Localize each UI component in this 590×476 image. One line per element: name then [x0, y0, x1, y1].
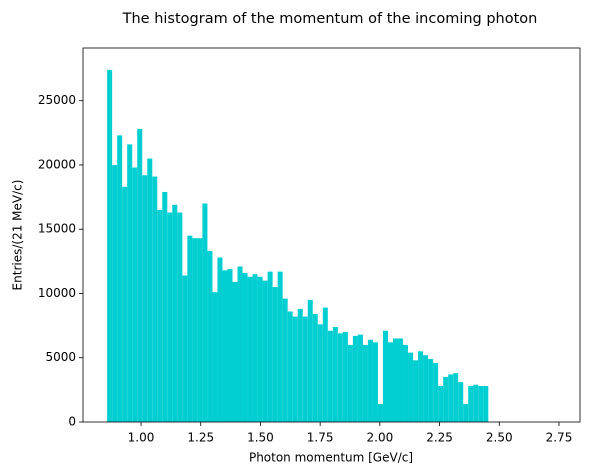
- bar: [247, 276, 253, 422]
- bar: [403, 344, 409, 422]
- bar: [222, 270, 228, 422]
- bar: [242, 272, 248, 422]
- bar: [473, 384, 479, 422]
- bar: [142, 175, 148, 422]
- bar: [408, 352, 414, 422]
- bar: [463, 404, 469, 422]
- bar: [352, 335, 358, 422]
- bar: [342, 332, 348, 422]
- bar: [468, 386, 474, 422]
- bar: [152, 176, 158, 422]
- bar: [292, 316, 298, 422]
- bar: [192, 238, 198, 422]
- bar: [382, 330, 388, 422]
- y-tick-label: 0: [68, 415, 76, 429]
- bar: [302, 316, 308, 422]
- bar: [162, 191, 168, 422]
- bar: [277, 271, 283, 422]
- bar: [483, 386, 489, 422]
- bar: [398, 338, 404, 422]
- bar: [212, 292, 218, 422]
- bar: [377, 404, 383, 422]
- bar: [307, 299, 313, 422]
- y-tick-label: 20000: [38, 157, 76, 171]
- bar: [187, 235, 193, 422]
- y-tick-label: 15000: [38, 222, 76, 236]
- bar: [367, 339, 373, 422]
- bar: [392, 338, 399, 422]
- bar: [157, 209, 163, 422]
- bar: [177, 212, 183, 422]
- bar: [252, 274, 258, 422]
- bar: [182, 275, 188, 422]
- bar: [418, 351, 424, 422]
- bar: [287, 311, 293, 422]
- bar: [317, 324, 323, 422]
- bar: [387, 342, 393, 422]
- bar: [147, 158, 153, 422]
- bar: [217, 257, 223, 422]
- bar: [232, 281, 238, 422]
- bar: [197, 238, 203, 422]
- bar: [172, 204, 178, 422]
- bar: [127, 144, 133, 422]
- chart-title: The histogram of the momentum of the inc…: [122, 11, 538, 27]
- bar: [122, 186, 128, 422]
- x-tick-label: 1.50: [247, 431, 274, 445]
- bar: [137, 128, 143, 423]
- bar: [362, 344, 368, 422]
- x-axis-label: Photon momentum [GeV/c]: [249, 451, 413, 465]
- bar: [327, 330, 333, 422]
- bar: [297, 308, 303, 422]
- bar: [117, 135, 123, 422]
- bar: [423, 355, 429, 422]
- bar: [357, 334, 363, 422]
- y-tick-label: 25000: [38, 93, 76, 107]
- bar: [372, 342, 378, 422]
- bar: [312, 314, 318, 422]
- bar: [132, 167, 138, 422]
- bar: [438, 386, 444, 422]
- bar: [257, 276, 263, 422]
- x-tick-label: 1.25: [187, 431, 214, 445]
- x-tick-label: 2.75: [546, 431, 573, 445]
- x-tick-label: 2.00: [367, 431, 394, 445]
- y-tick-label: 10000: [38, 286, 76, 300]
- bar: [413, 360, 419, 422]
- bar: [282, 298, 288, 422]
- bar: [428, 359, 434, 422]
- bar: [347, 344, 353, 422]
- bar: [458, 382, 464, 422]
- bar: [443, 377, 449, 422]
- bar: [237, 266, 243, 422]
- x-tick-label: 2.50: [486, 431, 513, 445]
- plot-frame: [82, 47, 581, 423]
- bar: [202, 203, 208, 422]
- bar: [448, 374, 454, 422]
- bar: [332, 326, 338, 422]
- bar: [322, 307, 328, 422]
- bar: [337, 333, 343, 422]
- y-axis-label: Entries/(21 MeV/c): [11, 180, 25, 291]
- bar: [478, 386, 484, 422]
- bar: [107, 69, 113, 422]
- x-tick-label: 2.25: [426, 431, 453, 445]
- bar: [262, 280, 268, 422]
- bar: [227, 269, 233, 422]
- x-tick-label: 1.00: [128, 431, 155, 445]
- bar: [112, 164, 118, 422]
- bar: [167, 212, 173, 422]
- bar: [207, 251, 213, 422]
- bar: [272, 287, 278, 422]
- bar: [267, 271, 273, 422]
- bar: [433, 362, 439, 422]
- x-tick-label: 1.75: [307, 431, 334, 445]
- y-tick-label: 5000: [45, 350, 76, 364]
- bar: [453, 373, 459, 422]
